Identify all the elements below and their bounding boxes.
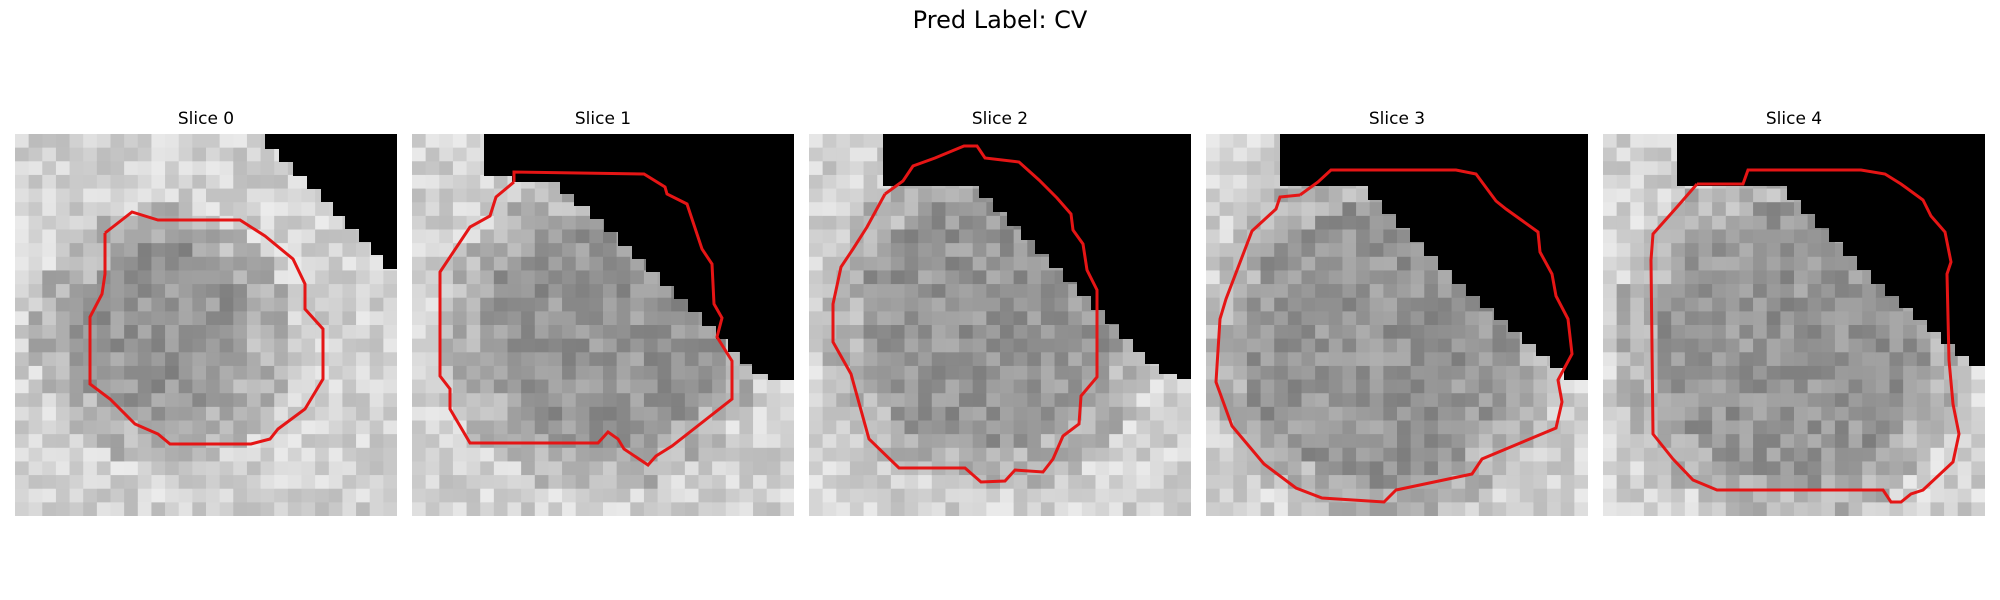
slice-2-black-region [883, 134, 1191, 379]
slice-4-title: Slice 4 [1765, 109, 1823, 129]
slice-0-black-region [265, 134, 397, 269]
slice-2-image [809, 134, 1191, 516]
slice-1-image [412, 134, 794, 516]
slice-0-canvas [15, 134, 397, 516]
slice-4-contour [1649, 168, 1961, 504]
slice-2-contour [831, 144, 1099, 484]
slice-4-canvas [1603, 134, 1985, 516]
figure-title: Pred Label: CV [912, 6, 1088, 34]
slice-3-title: Slice 3 [1368, 109, 1426, 129]
slice-3-black-region [1280, 134, 1588, 380]
slice-0-contour [88, 210, 325, 446]
slice-1-black-region [484, 134, 794, 380]
slice-1-title: Slice 1 [574, 109, 632, 129]
slice-4-black-region [1677, 134, 1985, 366]
slice-4-image [1603, 134, 1985, 516]
slice-1-contour [438, 170, 734, 467]
slice-2-title: Slice 2 [971, 109, 1029, 129]
slice-3-contour [1214, 168, 1574, 504]
slice-3-image [1206, 134, 1588, 516]
slice-0-image [15, 134, 397, 516]
slice-1-canvas [412, 134, 794, 516]
slice-2-canvas [809, 134, 1191, 516]
slice-0-title: Slice 0 [177, 109, 235, 129]
slice-3-canvas [1206, 134, 1588, 516]
